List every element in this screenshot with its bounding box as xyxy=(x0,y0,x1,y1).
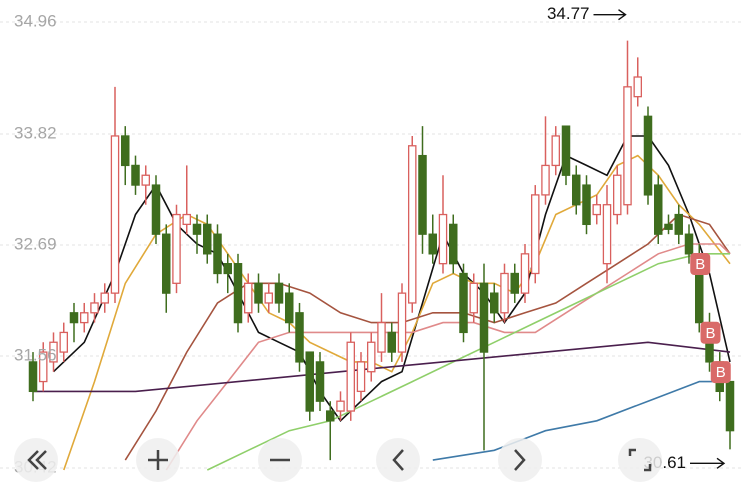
candle-body xyxy=(59,331,69,353)
signal-label: B xyxy=(705,325,715,342)
y-tick-label: 33.82 xyxy=(14,123,57,142)
prev-button[interactable] xyxy=(376,438,420,482)
candle-body xyxy=(356,361,366,393)
candle-body xyxy=(623,86,632,206)
candle-body xyxy=(39,351,48,383)
signal-label: B xyxy=(716,364,726,381)
candle-body xyxy=(572,174,581,206)
candle-body xyxy=(172,213,181,284)
moving-average-line xyxy=(124,213,731,461)
candle-body xyxy=(110,135,120,294)
candle-body xyxy=(295,312,304,363)
candle-body xyxy=(284,292,294,324)
candle-body xyxy=(202,223,212,255)
candle-body xyxy=(541,164,550,196)
moving-average-line xyxy=(206,253,730,471)
candle-body xyxy=(254,282,263,304)
candle-body xyxy=(325,410,335,422)
candle-body xyxy=(305,351,314,412)
zoom-out-button[interactable] xyxy=(258,438,302,482)
high-annotation: 34.77 xyxy=(547,4,590,23)
candle-body xyxy=(479,282,489,353)
candle-body xyxy=(664,223,673,230)
candle-body xyxy=(192,223,202,235)
y-tick-label: 32.69 xyxy=(14,234,57,253)
candle-body xyxy=(684,233,694,255)
candle-body xyxy=(438,213,448,265)
moving-average-line xyxy=(165,243,731,471)
signal-marker xyxy=(710,361,731,384)
signal-label: B xyxy=(695,256,705,273)
candle-body xyxy=(131,164,140,186)
candle-body xyxy=(80,312,89,324)
candle-body xyxy=(469,282,478,314)
low-arrow xyxy=(690,457,726,469)
candle-body xyxy=(500,272,509,314)
y-tick-label: 31.56 xyxy=(14,345,57,364)
candle-body xyxy=(315,361,325,402)
candle-body xyxy=(561,125,571,176)
candle-body xyxy=(121,135,130,167)
toolbar xyxy=(14,438,662,482)
candle-body xyxy=(459,272,468,334)
signal-marker xyxy=(700,321,721,344)
candle-body xyxy=(489,292,499,314)
candle-body xyxy=(520,253,530,294)
candle-body xyxy=(418,154,427,235)
candle-body xyxy=(397,292,407,353)
candle-body xyxy=(428,233,437,255)
candle-body xyxy=(582,184,591,226)
candle-body xyxy=(274,282,284,304)
collapse-button[interactable] xyxy=(14,438,58,482)
candle-body xyxy=(674,213,684,235)
candle-body xyxy=(346,341,355,412)
candle-body xyxy=(28,361,38,393)
candle-body xyxy=(407,145,417,304)
y-tick-label: 34.96 xyxy=(14,11,57,30)
candle-body xyxy=(643,115,653,196)
candle-body xyxy=(633,76,643,98)
next-button[interactable] xyxy=(498,438,542,482)
candle-body xyxy=(448,223,458,265)
candle-body xyxy=(243,282,253,314)
candle-body xyxy=(602,204,612,265)
candle-body xyxy=(377,321,386,353)
candle-body xyxy=(264,292,273,304)
moving-average-line xyxy=(52,135,731,423)
candle-body xyxy=(510,272,519,294)
candle-body xyxy=(551,135,561,167)
candle-body xyxy=(100,292,110,304)
candle-body xyxy=(387,331,396,353)
candle-body xyxy=(725,380,735,432)
candle-body xyxy=(223,263,232,275)
signal-marker xyxy=(690,253,711,276)
candle-body xyxy=(213,233,222,275)
candle-body xyxy=(141,174,150,186)
candle-body xyxy=(90,302,99,314)
candle-body xyxy=(233,263,243,324)
moving-average-line xyxy=(432,380,730,461)
candle-body xyxy=(49,341,58,363)
candle-body xyxy=(151,184,161,235)
candle-body xyxy=(613,174,622,216)
moving-average-line xyxy=(33,341,731,393)
candle-body xyxy=(336,400,345,412)
candle-body xyxy=(366,341,376,373)
high-arrow xyxy=(593,9,627,21)
zoom-in-button[interactable] xyxy=(136,438,180,482)
candle-body xyxy=(69,312,79,324)
candle-body xyxy=(531,194,540,275)
candle-body xyxy=(654,184,663,235)
fullscreen-button[interactable] xyxy=(618,438,662,482)
candle-body xyxy=(592,204,602,216)
candle-body xyxy=(182,213,191,226)
candle-body xyxy=(161,233,171,294)
